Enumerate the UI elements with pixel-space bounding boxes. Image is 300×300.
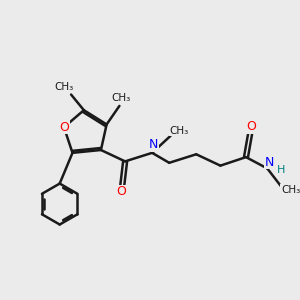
- Text: N: N: [265, 156, 274, 169]
- Text: O: O: [247, 120, 256, 133]
- Text: CH₃: CH₃: [111, 93, 130, 103]
- Text: O: O: [116, 185, 126, 198]
- Text: CH₃: CH₃: [169, 126, 189, 136]
- Text: CH₃: CH₃: [281, 185, 300, 195]
- Text: N: N: [149, 138, 158, 152]
- Text: O: O: [59, 121, 69, 134]
- Text: H: H: [278, 165, 286, 175]
- Text: CH₃: CH₃: [54, 82, 74, 92]
